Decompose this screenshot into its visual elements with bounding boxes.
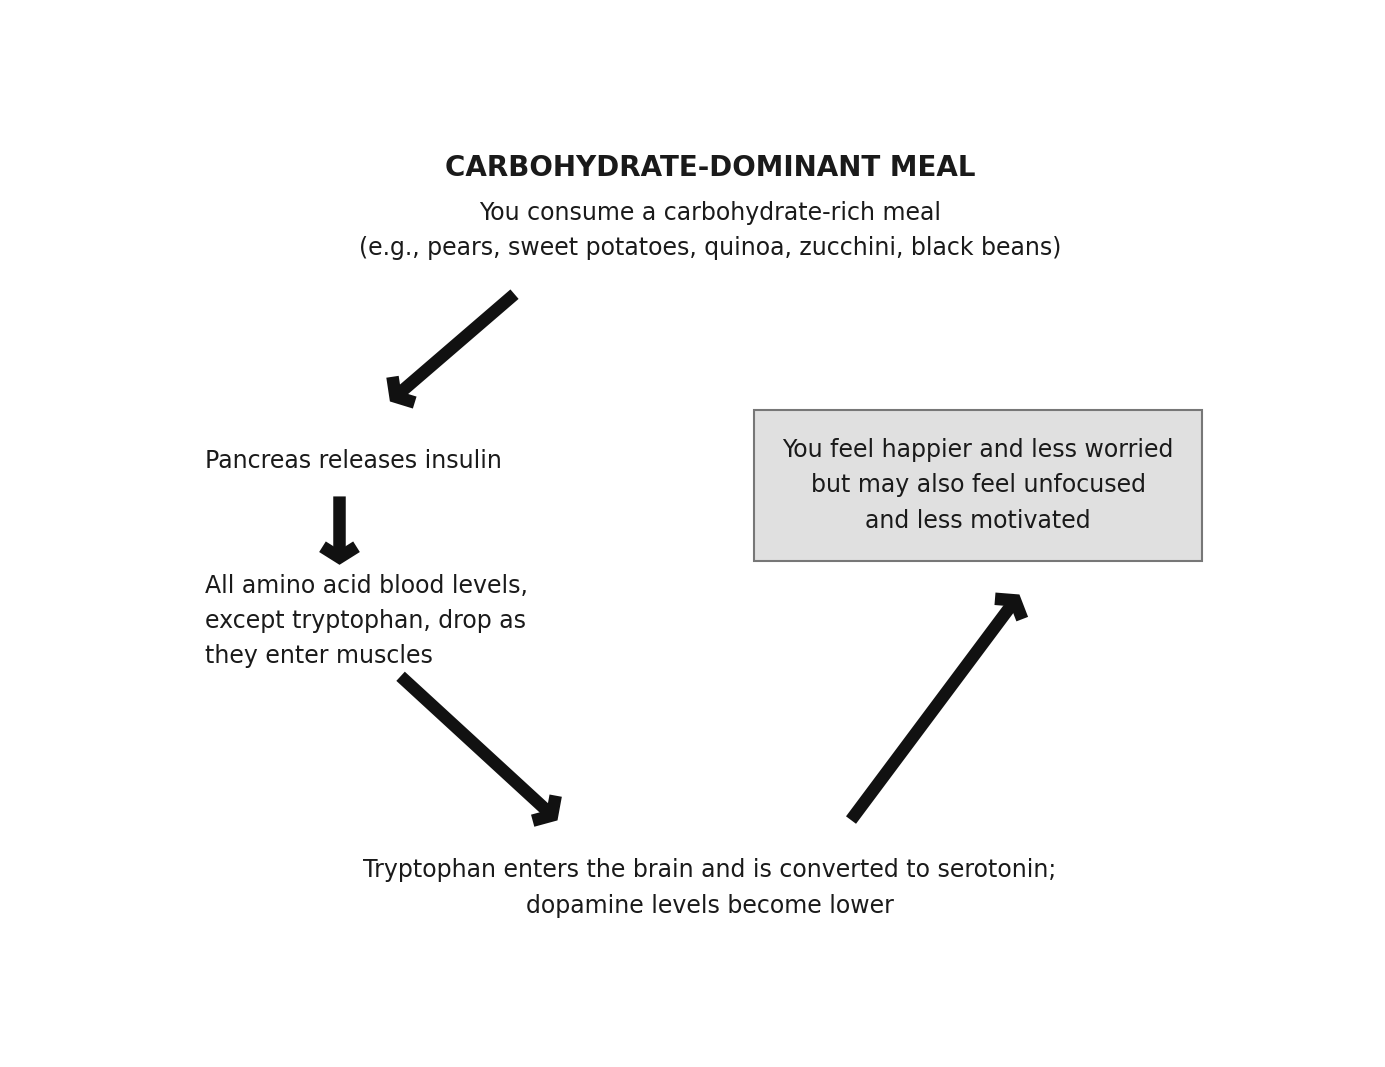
Text: Pancreas releases insulin: Pancreas releases insulin: [205, 449, 503, 473]
Text: All amino acid blood levels,
except tryptophan, drop as
they enter muscles: All amino acid blood levels, except tryp…: [205, 574, 528, 668]
Text: You feel happier and less worried
but may also feel unfocused
and less motivated: You feel happier and less worried but ma…: [783, 439, 1174, 532]
Text: Tryptophan enters the brain and is converted to serotonin;
dopamine levels becom: Tryptophan enters the brain and is conve…: [363, 858, 1057, 918]
Text: You consume a carbohydrate-rich meal
(e.g., pears, sweet potatoes, quinoa, zucch: You consume a carbohydrate-rich meal (e.…: [359, 201, 1061, 260]
Text: CARBOHYDRATE-DOMINANT MEAL: CARBOHYDRATE-DOMINANT MEAL: [445, 155, 975, 182]
